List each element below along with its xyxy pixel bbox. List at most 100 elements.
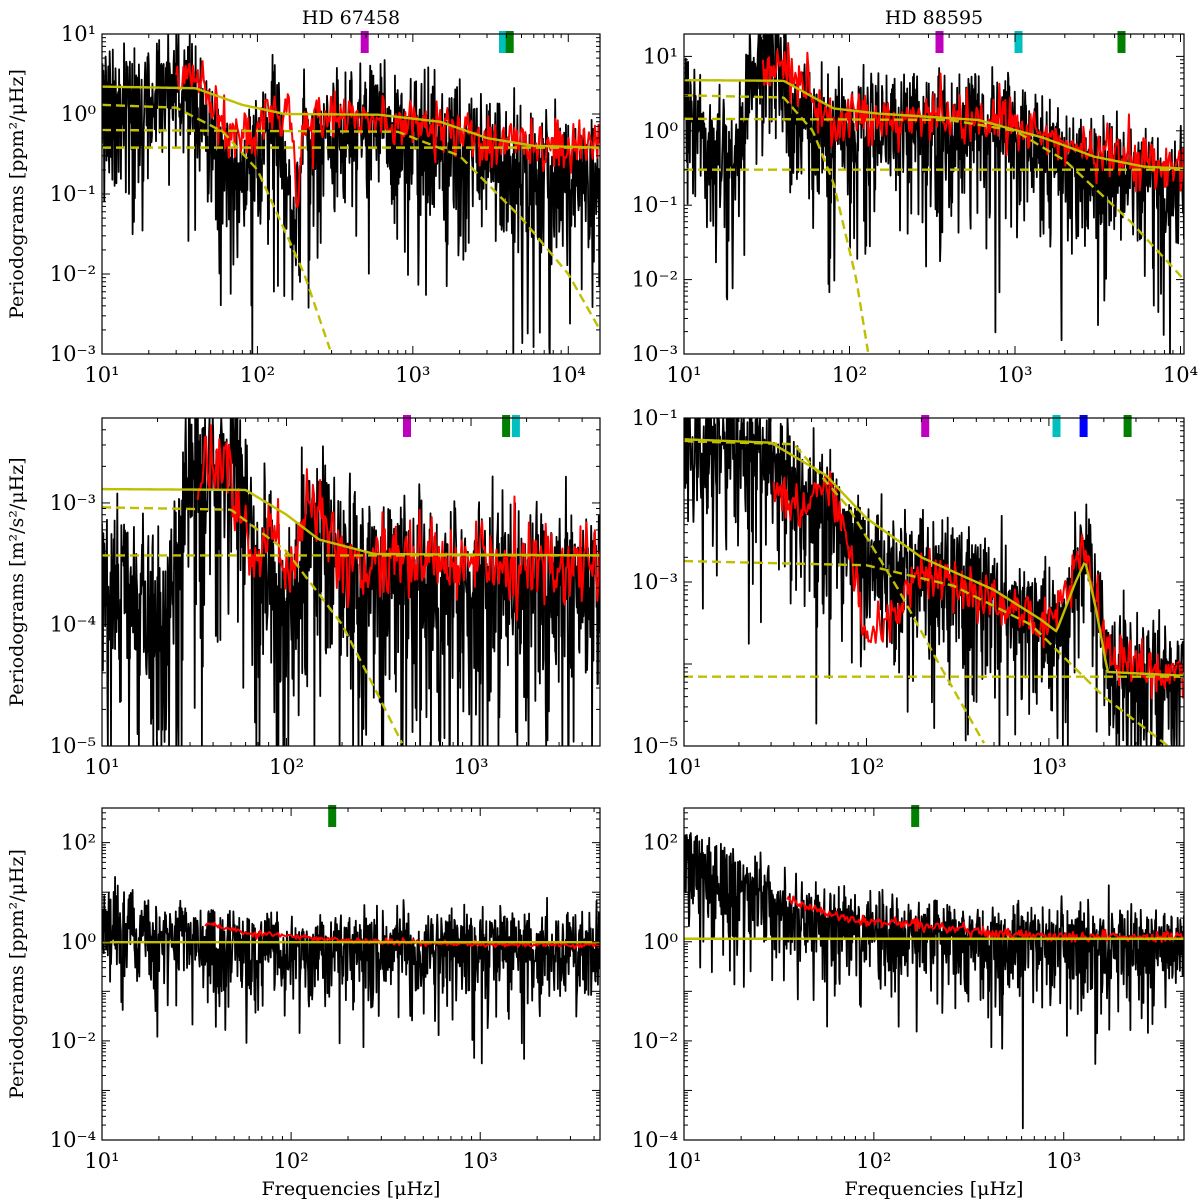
- y-tick-label: 10⁻⁴: [50, 1128, 96, 1152]
- series-periodogram: [684, 832, 1184, 1130]
- panels: 10¹ 10² 10³ 10⁴ 10⁻³ 10⁻² 10⁻¹ 10⁰ 10¹ HD 67458 Pe…: [6, 7, 1198, 1200]
- marker-cyan: [499, 31, 507, 53]
- marker-cyan: [1014, 31, 1023, 53]
- plot-area: [684, 418, 1184, 746]
- axes-frame: [683, 33, 1185, 355]
- x-tick-label: 10³: [1046, 1149, 1081, 1173]
- x-tick-label: 10¹: [84, 755, 119, 779]
- x-tick-label: 10³: [1031, 755, 1066, 779]
- x-tick-label: 10³: [395, 363, 430, 387]
- x-tick-label: 10²: [849, 755, 884, 779]
- y-tick-label: 10⁻²: [632, 268, 678, 292]
- x-tick-label: 10⁴: [1163, 363, 1198, 387]
- panel-middle-right: 10¹ 10² 10³ 10⁻⁵ 10⁻³ 10⁻¹: [632, 406, 1185, 779]
- x-tick-label: 10¹: [666, 1149, 701, 1173]
- series-smoothed: [196, 424, 600, 622]
- series-smoothed: [204, 921, 600, 950]
- y-tick-label: 10⁻⁵: [50, 734, 96, 758]
- y-axis-label: Periodograms [m²/s²/μHz]: [6, 457, 28, 706]
- marker-cyan: [511, 415, 520, 437]
- marker-green: [911, 805, 920, 827]
- marker-green: [1117, 31, 1126, 53]
- y-tick-label: 10⁻³: [50, 342, 96, 366]
- marker-magenta: [921, 415, 930, 437]
- y-tick-label: 10¹: [61, 22, 96, 46]
- series-component-1: [102, 103, 332, 350]
- y-tick-label: 10⁰: [643, 930, 678, 954]
- y-tick-label: 10⁰: [61, 102, 96, 126]
- x-tick-label: 10¹: [84, 363, 119, 387]
- y-tick-label: 10⁰: [643, 119, 678, 143]
- series-total-fit: [684, 78, 1184, 170]
- x-tick-label: 10¹: [84, 1149, 119, 1173]
- marker-magenta: [935, 31, 944, 53]
- axes-frame: [683, 807, 1185, 1141]
- y-tick-label: 10⁻²: [50, 1029, 96, 1053]
- marker-green: [505, 31, 514, 53]
- panel-top-right: 10¹ 10² 10³ 10⁴ 10⁻³ 10⁻² 10⁻¹ 10⁰ 10¹ HD 88595: [632, 7, 1198, 387]
- y-tick-label: 10⁻³: [632, 570, 678, 594]
- y-tick-label: 10⁻¹: [632, 406, 678, 430]
- x-tick-label: 10¹: [666, 363, 701, 387]
- plot-area: [684, 34, 1184, 354]
- y-tick-label: 10¹: [643, 44, 678, 68]
- x-tick-label: 10³: [997, 363, 1032, 387]
- axes-frame: [101, 807, 601, 1141]
- y-tick-label: 10⁰: [61, 930, 96, 954]
- series-component-1: [684, 440, 986, 744]
- plot-area: [102, 875, 600, 1065]
- y-tick-label: 10⁻⁴: [632, 1128, 678, 1152]
- marker-green: [328, 805, 337, 827]
- series-total-fit: [684, 438, 1184, 677]
- series-smoothed: [772, 470, 1184, 700]
- x-tick-label: 10²: [274, 1149, 309, 1173]
- panel-title: HD 88595: [885, 7, 983, 29]
- x-tick-label: 10²: [832, 363, 867, 387]
- panel-top-left: 10¹ 10² 10³ 10⁴ 10⁻³ 10⁻² 10⁻¹ 10⁰ 10¹ HD 67458 Pe…: [6, 7, 601, 387]
- y-tick-label: 10²: [61, 831, 96, 855]
- y-tick-label: 10⁻³: [632, 342, 678, 366]
- y-tick-label: 10⁻²: [632, 1029, 678, 1053]
- series-component-2: [684, 117, 1184, 281]
- x-tick-label: 10³: [453, 755, 488, 779]
- marker-cyan: [1052, 415, 1061, 437]
- y-tick-label: 10⁻⁴: [50, 612, 96, 636]
- marker-green: [1123, 415, 1132, 437]
- x-tick-label: 10³: [463, 1149, 498, 1173]
- series-periodogram: [102, 418, 600, 746]
- plot-area: [102, 34, 600, 354]
- series-component-2: [684, 559, 1169, 746]
- series-component-1: [684, 94, 870, 352]
- panel-bottom-left: 10¹ 10² 10³ 10⁻⁴ 10⁻² 10⁰ 10² Periodograms [ppm…: [6, 805, 601, 1200]
- plot-area: [102, 418, 600, 746]
- series-smoothed: [786, 895, 1184, 943]
- x-tick-label: 10²: [269, 755, 304, 779]
- panel-title: HD 67458: [302, 7, 400, 29]
- marker-blue: [1079, 415, 1088, 437]
- x-tick-label: 10²: [856, 1149, 891, 1173]
- x-tick-label: 10⁴: [551, 363, 586, 387]
- series-component-1: [102, 506, 404, 744]
- panel-middle-left: 10¹ 10² 10³ 10⁻⁵ 10⁻⁴ 10⁻³ Periodograms [m²/s²…: [6, 415, 601, 779]
- y-axis-label: Periodograms [ppm²/μHz]: [6, 849, 28, 1099]
- y-axis-label: Periodograms [ppm²/μHz]: [6, 69, 28, 319]
- series-smoothed: [761, 42, 1184, 193]
- y-tick-label: 10²: [643, 831, 678, 855]
- y-tick-label: 10⁻¹: [632, 193, 678, 217]
- axes-frame: [101, 417, 601, 747]
- x-tick-label: 10²: [240, 363, 275, 387]
- y-tick-label: 10⁻⁵: [632, 734, 678, 758]
- x-axis-label: Frequencies [μHz]: [262, 1178, 441, 1200]
- plot-area: [684, 832, 1184, 1130]
- y-tick-label: 10⁻¹: [50, 182, 96, 206]
- marker-magenta: [403, 415, 411, 437]
- y-tick-label: 10⁻²: [50, 262, 96, 286]
- x-axis-label: Frequencies [μHz]: [845, 1178, 1024, 1200]
- marker-magenta: [360, 31, 369, 53]
- x-tick-label: 10¹: [666, 755, 701, 779]
- y-tick-label: 10⁻³: [50, 491, 96, 515]
- panel-bottom-right: 10¹ 10² 10³ 10⁻⁴ 10⁻² 10⁰ 10² Frequencies [μHz]: [632, 805, 1185, 1200]
- marker-green: [502, 415, 511, 437]
- series-total-fit: [102, 85, 600, 149]
